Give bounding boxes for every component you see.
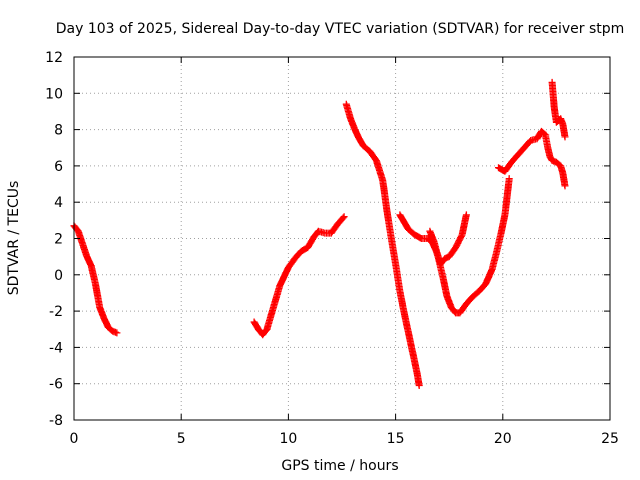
- data-series-arc-5: [426, 175, 513, 317]
- x-axis-label: GPS time / hours: [281, 458, 398, 474]
- data-series-arc-1: [70, 222, 121, 337]
- y-axis-tick-labels: -8 -6 -4 -2 0 2 4 6 8 10 12: [45, 50, 63, 429]
- y-tick-label: 10: [45, 86, 63, 102]
- y-tick-label: 8: [54, 123, 63, 139]
- y-tick-label: -6: [49, 377, 63, 393]
- y-tick-label: 0: [54, 268, 63, 284]
- x-tick-label: 0: [70, 431, 79, 447]
- chart-title: Day 103 of 2025, Sidereal Day-to-day VTE…: [56, 21, 625, 37]
- y-tick-label: -8: [49, 413, 63, 429]
- grid-lines: [74, 57, 610, 420]
- data-series-arc-8: [548, 78, 569, 141]
- data-series: [70, 78, 569, 389]
- y-axis-label: SDTVAR / TECUs: [6, 181, 22, 296]
- y-tick-label: -4: [49, 340, 63, 356]
- y-tick-label: -2: [49, 304, 63, 320]
- y-tick-label: 4: [54, 195, 63, 211]
- y-tick-label: 6: [54, 159, 63, 175]
- data-series-arc-2: [250, 213, 348, 339]
- data-series-arc-7: [542, 133, 569, 190]
- x-tick-label: 10: [279, 431, 297, 447]
- x-axis-tick-labels: 0 5 10 15 20 25: [70, 431, 619, 447]
- axis-ticks: [73, 56, 611, 421]
- x-tick-label: 15: [387, 431, 405, 447]
- x-tick-label: 5: [177, 431, 186, 447]
- data-series-arc-6: [495, 127, 550, 175]
- data-series-arc-3: [342, 100, 423, 389]
- y-tick-label: 12: [45, 50, 63, 66]
- x-tick-label: 25: [601, 431, 619, 447]
- x-tick-label: 20: [494, 431, 512, 447]
- y-tick-label: 2: [54, 232, 63, 248]
